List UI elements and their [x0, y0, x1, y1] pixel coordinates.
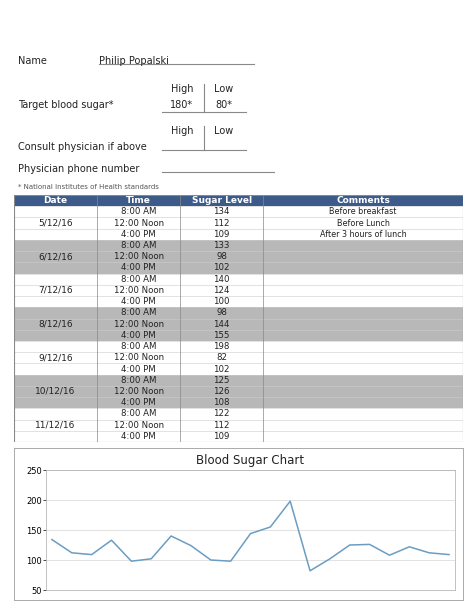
Text: 144: 144	[213, 320, 229, 328]
Text: Consult physician if above: Consult physician if above	[18, 142, 147, 152]
Text: 180*: 180*	[170, 100, 193, 110]
Bar	[14, 431, 462, 442]
Text: High: High	[170, 126, 193, 136]
Text: 4:00 PM: 4:00 PM	[121, 432, 156, 441]
Text: 10/12/16: 10/12/16	[35, 387, 76, 396]
Bar	[14, 352, 462, 363]
Bar	[14, 217, 462, 228]
Text: High: High	[170, 84, 193, 94]
Text: 126: 126	[213, 387, 229, 396]
Text: 8:00 AM: 8:00 AM	[120, 376, 156, 385]
Text: Date: Date	[43, 196, 68, 205]
Text: 102: 102	[213, 263, 229, 273]
Text: Time: Time	[126, 196, 151, 205]
Text: 12:00 Noon: 12:00 Noon	[113, 252, 163, 261]
Text: 4:00 PM: 4:00 PM	[121, 230, 156, 239]
Bar	[14, 296, 462, 307]
Text: 12:00 Noon: 12:00 Noon	[113, 286, 163, 295]
Text: Physician phone number: Physician phone number	[18, 164, 139, 174]
Text: 112: 112	[213, 219, 229, 228]
Text: 4:00 PM: 4:00 PM	[121, 263, 156, 273]
Text: 122: 122	[213, 410, 229, 418]
Text: 8:00 AM: 8:00 AM	[120, 274, 156, 284]
Text: 8:00 AM: 8:00 AM	[120, 241, 156, 250]
Text: 8/12/16: 8/12/16	[38, 320, 73, 328]
Text: 100: 100	[213, 297, 229, 306]
Text: 5/12/16: 5/12/16	[38, 219, 73, 228]
Text: * National Institutes of Health standards: * National Institutes of Health standard…	[18, 184, 159, 190]
Text: Sugar Level: Sugar Level	[191, 196, 251, 205]
Text: Philip Popalski: Philip Popalski	[99, 56, 169, 66]
Text: 109: 109	[213, 432, 229, 441]
Text: 6/12/16: 6/12/16	[38, 252, 73, 261]
Text: 82: 82	[216, 353, 227, 362]
Text: Target blood sugar*: Target blood sugar*	[18, 100, 113, 110]
Bar	[14, 397, 462, 408]
Text: 12:00 Noon: 12:00 Noon	[113, 387, 163, 396]
Text: 108: 108	[213, 398, 229, 407]
Text: 4:00 PM: 4:00 PM	[121, 398, 156, 407]
Text: Before Lunch: Before Lunch	[336, 219, 389, 228]
Bar	[14, 408, 462, 419]
Text: 133: 133	[213, 241, 229, 250]
Bar	[14, 240, 462, 251]
Bar	[14, 363, 462, 375]
Text: 9/12/16: 9/12/16	[38, 353, 73, 362]
Text: 140: 140	[213, 274, 229, 284]
Text: Comments: Comments	[336, 196, 389, 205]
Text: 155: 155	[213, 331, 229, 340]
Text: 7/12/16: 7/12/16	[38, 286, 73, 295]
Bar	[14, 228, 462, 240]
Text: 80*: 80*	[215, 100, 232, 110]
Text: 98: 98	[216, 308, 227, 317]
Text: 8:00 AM: 8:00 AM	[120, 308, 156, 317]
Text: 12:00 Noon: 12:00 Noon	[113, 353, 163, 362]
Text: 125: 125	[213, 376, 229, 385]
Text: Blood Sugar Chart: Blood Sugar Chart	[167, 18, 309, 32]
Text: 8:00 AM: 8:00 AM	[120, 410, 156, 418]
Bar	[14, 330, 462, 341]
Text: 4:00 PM: 4:00 PM	[121, 365, 156, 373]
Text: 98: 98	[216, 252, 227, 261]
Text: Low: Low	[214, 126, 233, 136]
Text: Blood Sugar Chart: Blood Sugar Chart	[196, 454, 304, 467]
Text: After 3 hours of lunch: After 3 hours of lunch	[319, 230, 406, 239]
Text: 112: 112	[213, 421, 229, 430]
Bar	[14, 375, 462, 386]
Text: 134: 134	[213, 208, 229, 216]
Bar	[14, 251, 462, 262]
Text: 8:00 AM: 8:00 AM	[120, 208, 156, 216]
Text: 4:00 PM: 4:00 PM	[121, 331, 156, 340]
Text: 4:00 PM: 4:00 PM	[121, 297, 156, 306]
Bar	[14, 262, 462, 274]
Bar	[14, 206, 462, 217]
Bar	[14, 307, 462, 319]
Bar	[14, 274, 462, 285]
Text: 102: 102	[213, 365, 229, 373]
Text: 109: 109	[213, 230, 229, 239]
Text: 198: 198	[213, 342, 229, 351]
Text: 8:00 AM: 8:00 AM	[120, 342, 156, 351]
Bar	[14, 285, 462, 296]
Bar	[14, 386, 462, 397]
Text: Name: Name	[18, 56, 47, 66]
Text: 12:00 Noon: 12:00 Noon	[113, 320, 163, 328]
Bar	[14, 419, 462, 431]
Bar	[14, 319, 462, 330]
Text: 12:00 Noon: 12:00 Noon	[113, 219, 163, 228]
Bar	[14, 341, 462, 352]
Text: Low: Low	[214, 84, 233, 94]
Text: Before breakfast: Before breakfast	[329, 208, 396, 216]
Text: 12:00 Noon: 12:00 Noon	[113, 421, 163, 430]
Bar	[14, 195, 462, 206]
Text: 124: 124	[213, 286, 229, 295]
Text: 11/12/16: 11/12/16	[35, 421, 76, 430]
